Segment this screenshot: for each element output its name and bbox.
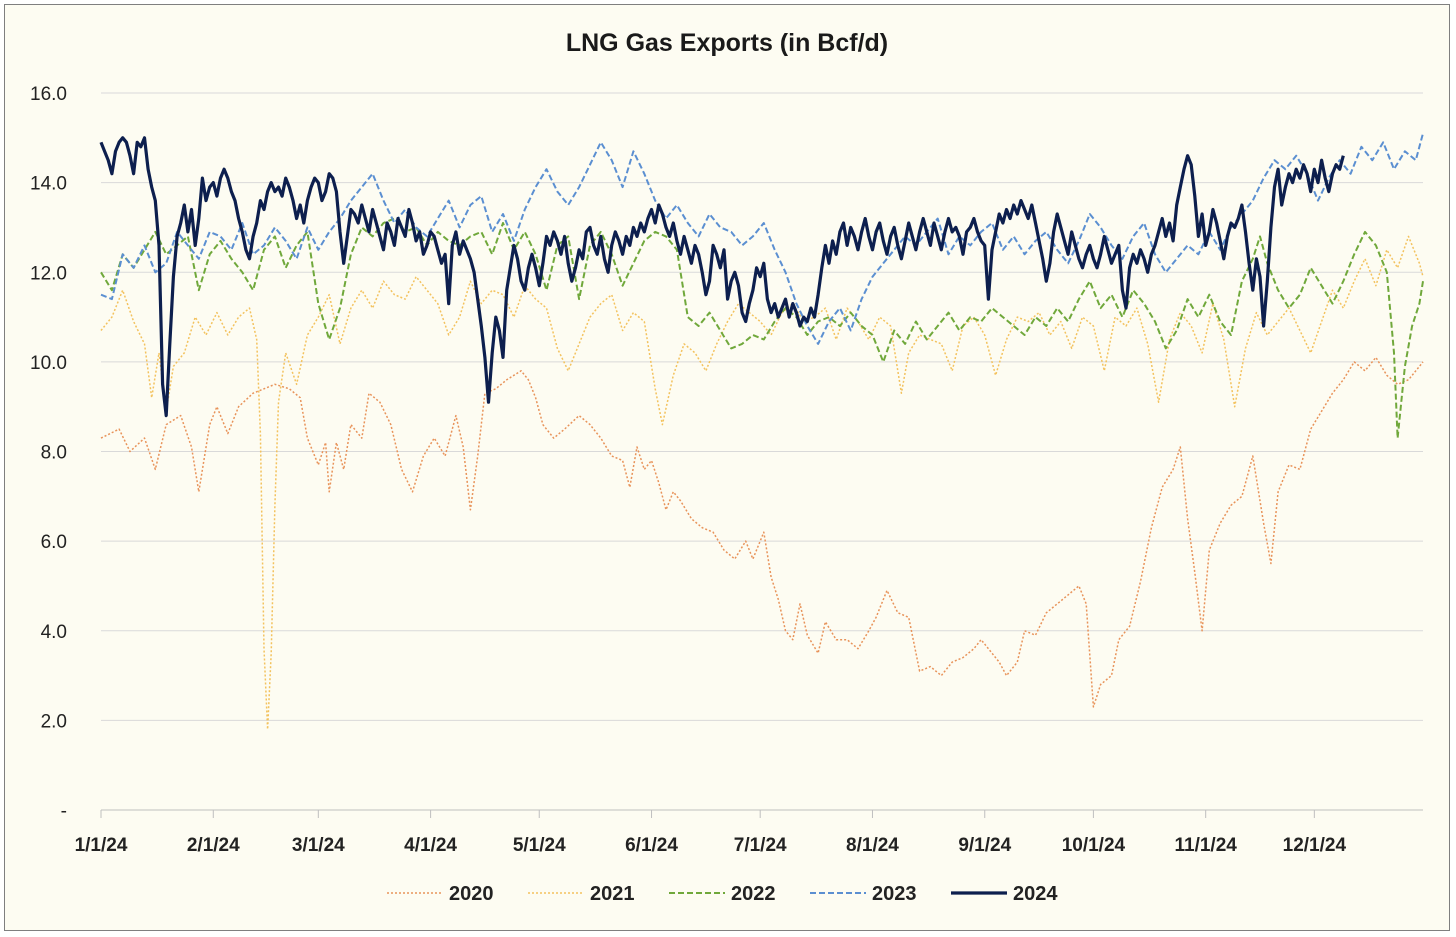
legend-label-2024: 2024	[1013, 883, 1058, 905]
y-tick-label: 16.0	[30, 84, 67, 105]
x-tick-label: 2/1/24	[187, 835, 240, 856]
series-line-2021	[100, 235, 1424, 731]
x-tick-label: 12/1/24	[1283, 835, 1347, 856]
gridlines	[101, 92, 1423, 721]
x-tick-label: 11/1/24	[1175, 835, 1238, 856]
chart-frame: LNG Gas Exports (in Bcf/d) - 2.0 4.0 6.0 8.0…	[4, 4, 1450, 931]
y-axis-tick-labels: - 2.0 4.0 6.0 8.0 10.0 12.0 14.0 16.0	[30, 84, 67, 822]
series-line-2024	[99, 136, 1345, 418]
legend-label-2022: 2022	[731, 883, 776, 905]
y-tick-label: 8.0	[41, 443, 67, 464]
x-tick-label: 10/1/24	[1062, 835, 1126, 856]
y-tick-label: 12.0	[30, 263, 67, 284]
series-lines	[99, 133, 1424, 731]
chart-title: LNG Gas Exports (in Bcf/d)	[566, 29, 888, 57]
x-tick-label: 4/1/24	[404, 835, 457, 856]
series-line-2020	[100, 356, 1424, 708]
series-line-2023	[100, 133, 1424, 345]
y-tick-label: 2.0	[41, 711, 67, 732]
y-tick-label: 14.0	[30, 174, 67, 195]
x-tick-label: 7/1/24	[734, 835, 787, 856]
x-tick-label: 9/1/24	[958, 835, 1011, 856]
x-tick-label: 5/1/24	[513, 835, 566, 856]
x-tick-label: 1/1/24	[75, 835, 128, 856]
y-tick-label: -	[61, 801, 67, 822]
legend: 2020 2021 2022 2023 2024	[387, 883, 1058, 905]
y-tick-label: 6.0	[41, 532, 67, 553]
legend-label-2023: 2023	[872, 883, 917, 905]
legend-label-2020: 2020	[449, 883, 494, 905]
line-chart: LNG Gas Exports (in Bcf/d) - 2.0 4.0 6.0 8.0…	[30, 29, 1424, 905]
y-tick-label: 4.0	[41, 622, 67, 643]
y-tick-label: 10.0	[30, 353, 67, 374]
x-tick-label: 3/1/24	[292, 835, 345, 856]
legend-label-2021: 2021	[590, 883, 635, 905]
x-tick-label: 6/1/24	[625, 835, 678, 856]
x-axis: 1/1/24 2/1/24 3/1/24 4/1/24 5/1/24 6/1/24 7/1/…	[75, 810, 1347, 856]
x-tick-label: 8/1/24	[846, 835, 899, 856]
